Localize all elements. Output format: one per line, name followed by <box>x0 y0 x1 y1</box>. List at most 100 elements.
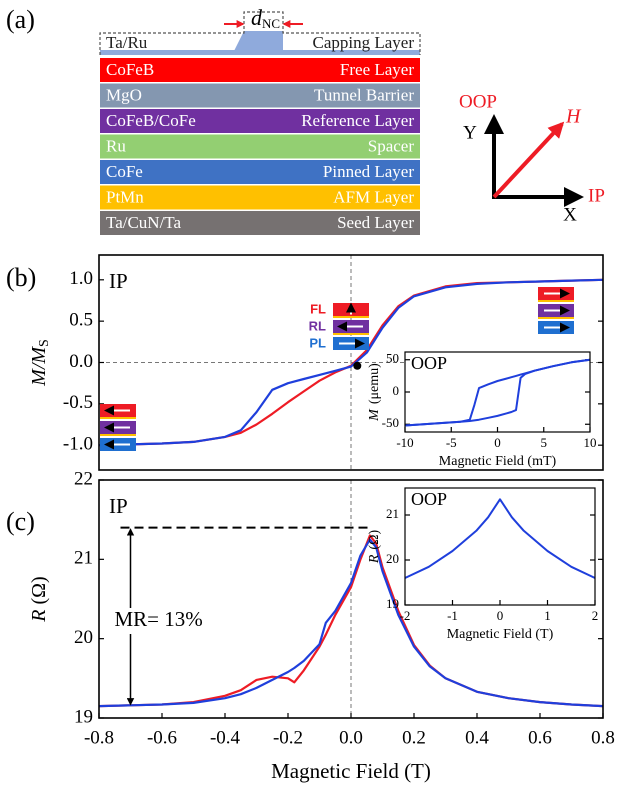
x-tick-label: 1 <box>544 608 551 623</box>
y-tick-label: 21 <box>386 506 399 521</box>
panel-tag: IP <box>109 269 128 293</box>
y-axis-title: R (Ω) <box>28 576 50 622</box>
layer-material: CoFe <box>106 162 143 181</box>
layer <box>100 58 420 82</box>
h-label: H <box>565 106 582 128</box>
y-title-symbol: R <box>28 609 50 622</box>
icon-label: PL <box>309 335 326 350</box>
y-tick-label: 50 <box>386 351 399 366</box>
layer <box>100 160 420 184</box>
icon-spacer <box>100 434 136 436</box>
layer-name: Seed Layer <box>337 213 414 232</box>
icon-spacer <box>538 317 574 319</box>
x-tick-label: 0.8 <box>591 727 615 748</box>
x-tick-label: 0 <box>494 435 501 450</box>
x-label: X <box>563 204 577 225</box>
oop-label: OOP <box>459 91 497 112</box>
layer-name: AFM Layer <box>333 187 414 206</box>
panel-tag: OOP <box>411 489 447 509</box>
layer <box>100 83 420 108</box>
icon-spacer <box>333 316 369 318</box>
y-title-unit: (Ω) <box>367 530 382 550</box>
x-tick-label: 0.6 <box>528 727 552 748</box>
y-title-symbol: M <box>367 408 382 422</box>
x-axis-title: Magnetic Field (T) <box>447 627 554 642</box>
panel-tag: IP <box>109 494 128 518</box>
x-tick-label: 10 <box>584 435 597 450</box>
layer-material: Ru <box>106 136 126 155</box>
data-line <box>404 498 596 579</box>
y-title-unit: (Ω) <box>28 576 50 604</box>
icon-label: FL <box>310 301 326 316</box>
y-title-symbol: R <box>367 554 382 564</box>
x-tick-label: -0.8 <box>84 727 114 748</box>
y-axis-title: M (μemu) <box>367 363 382 422</box>
layer <box>100 134 420 159</box>
x-tick-label: 0.2 <box>402 727 426 748</box>
x-axis-title: Magnetic Field (mT) <box>439 454 557 469</box>
layer-material: CoFeB <box>106 60 154 79</box>
y-label: Y <box>463 122 477 143</box>
x-tick-label: -5 <box>446 435 457 450</box>
h-arrow <box>492 121 565 199</box>
y-tick-label: 20 <box>386 551 399 566</box>
x-tick-label: 0.4 <box>465 727 489 748</box>
x-tick-label: -1 <box>447 608 458 623</box>
panel-label: (c) <box>6 507 35 536</box>
plot-frame <box>98 479 604 719</box>
d-label: dNC <box>251 5 280 31</box>
layer <box>100 109 420 133</box>
layer <box>100 185 420 210</box>
x-tick-label: -0.6 <box>147 727 177 748</box>
icon-label: RL <box>309 318 326 333</box>
layer-name: Capping Layer <box>313 33 415 52</box>
panel-tag: OOP <box>411 353 447 373</box>
layer-name: Spacer <box>368 136 415 155</box>
y-tick-label: 19 <box>74 706 93 727</box>
y-tick-label: -0.5 <box>63 392 93 413</box>
x-tick-label: -2 <box>400 608 411 623</box>
y-title-symbol: M/M <box>28 346 50 387</box>
panel-label: (b) <box>6 263 36 292</box>
capping-outline <box>99 11 421 55</box>
x-tick-label: 0 <box>497 608 504 623</box>
icon-spacer <box>333 333 369 335</box>
y-tick-label: 22 <box>74 468 93 489</box>
panel-label: (a) <box>6 5 35 34</box>
x-tick-label: 5 <box>541 435 548 450</box>
layer-material: MgO <box>106 85 142 104</box>
y-tick-label: 19 <box>386 596 399 611</box>
data-line <box>98 278 604 447</box>
nc-bump <box>232 31 283 55</box>
data-line <box>98 538 604 708</box>
y-axis-title: M/MS <box>28 339 53 387</box>
layer-name: Reference Layer <box>301 111 414 130</box>
y-title-subscript: S <box>37 339 52 347</box>
layer-name: Tunnel Barrier <box>314 85 414 104</box>
y-tick-label: 1.0 <box>69 268 93 289</box>
y-axis-title: R (Ω) <box>367 530 382 565</box>
y-tick-label: -1.0 <box>63 434 93 455</box>
d-subscript: NC <box>262 16 280 31</box>
y-tick-label: 0 <box>393 383 400 398</box>
y-tick-label: 0.0 <box>69 351 93 372</box>
icon-spacer <box>100 417 136 419</box>
x-tick-label: -0.4 <box>210 727 241 748</box>
layer-material: PtMn <box>106 187 144 206</box>
plot-frame <box>404 487 596 606</box>
inset-background <box>405 488 595 605</box>
crossing-point <box>353 361 362 370</box>
layer-material: Ta/CuN/Ta <box>106 213 182 232</box>
layer-material: CoFeB/CoFe <box>106 111 196 130</box>
layer-name: Pinned Layer <box>323 162 414 181</box>
layer-name: Free Layer <box>340 60 414 79</box>
mr-label: MR= 13% <box>115 607 203 631</box>
plot-frame <box>404 351 591 433</box>
ip-label: IP <box>588 185 605 206</box>
y-title-unit: (μemu) <box>367 363 382 404</box>
icon-spacer <box>538 300 574 302</box>
y-tick-label: -50 <box>382 415 399 430</box>
mr-label-bg <box>112 608 221 634</box>
